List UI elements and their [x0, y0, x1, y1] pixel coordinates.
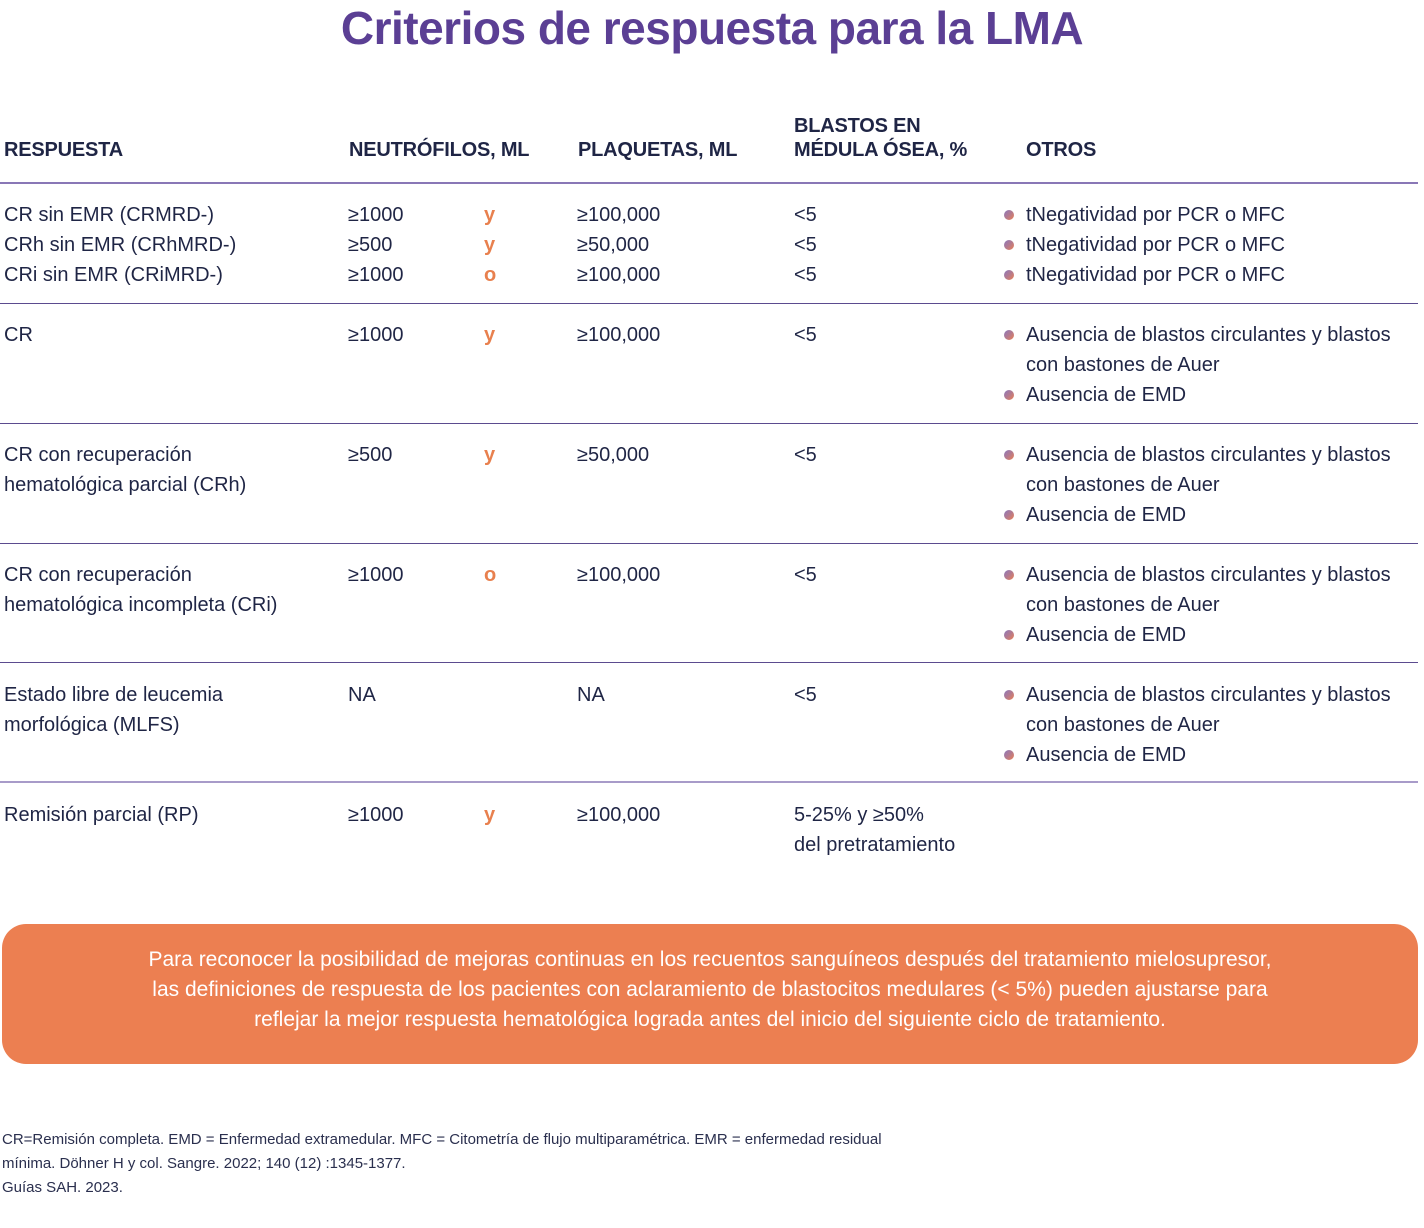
cell-blastos: <5 — [794, 444, 817, 466]
cell-blastos: 5-25% y ≥50% del pretratamiento — [794, 804, 956, 856]
otros-item: Ausencia de EMD — [1004, 500, 1418, 530]
bullet-dot-icon — [1004, 210, 1014, 220]
bullet-dot-icon — [1004, 390, 1014, 400]
header-blastos-line1: BLASTOS EN — [794, 115, 921, 137]
header-plaquetas: PLAQUETAS, ML — [578, 139, 738, 161]
cell-conjunction: y — [484, 444, 496, 466]
cell-otros: Ausencia de blastos circulantes y blasto… — [1004, 680, 1418, 770]
cell-plaquetas: ≥100,000 ≥50,000 ≥100,000 — [577, 204, 661, 286]
otros-item: Ausencia de blastos circulantes y blasto… — [1004, 440, 1418, 500]
bullet-dot-icon — [1004, 330, 1014, 340]
cell-otros: Ausencia de blastos circulantes y blasto… — [1004, 560, 1418, 650]
footnote-line: mínima. Döhner H y col. Sangre. 2022; 14… — [2, 1155, 406, 1172]
cell-respuesta: CR con recuperación hematológica parcial… — [4, 444, 247, 496]
bullet-dot-icon — [1004, 750, 1014, 760]
cell-conjunction: o — [484, 564, 497, 586]
otros-item: tNegatividad por PCR o MFC — [1004, 230, 1418, 260]
cell-conjunction: y y o — [484, 204, 497, 286]
bullet-dot-icon — [1004, 240, 1014, 250]
header-divider — [0, 182, 1418, 184]
note-line: reflejar la mejor respuesta hematológica… — [254, 1008, 1166, 1031]
otros-item: tNegatividad por PCR o MFC — [1004, 200, 1418, 230]
cell-plaquetas: ≥100,000 — [577, 564, 661, 586]
cell-respuesta: CR con recuperación hematológica incompl… — [4, 564, 278, 616]
cell-blastos: <5 — [794, 564, 817, 586]
bullet-dot-icon — [1004, 270, 1014, 280]
cell-plaquetas: NA — [577, 684, 605, 706]
cell-neutrofilos: ≥1000 ≥500 ≥1000 — [348, 204, 404, 286]
cell-respuesta: Estado libre de leucemia morfológica (ML… — [4, 684, 224, 736]
otros-item: Ausencia de EMD — [1004, 740, 1418, 770]
cell-neutrofilos: ≥1000 — [348, 324, 404, 346]
cell-otros: Ausencia de blastos circulantes y blasto… — [1004, 320, 1418, 410]
cell-neutrofilos: NA — [348, 684, 376, 706]
otros-item: Ausencia de blastos circulantes y blasto… — [1004, 560, 1418, 620]
row-divider — [0, 423, 1418, 424]
row-divider — [0, 662, 1418, 663]
cell-otros: tNegatividad por PCR o MFC tNegatividad … — [1004, 200, 1418, 290]
bullet-dot-icon — [1004, 570, 1014, 580]
cell-otros: Ausencia de blastos circulantes y blasto… — [1004, 440, 1418, 530]
cell-conjunction: y — [484, 804, 496, 826]
bullet-dot-icon — [1004, 510, 1014, 520]
cell-respuesta: CR sin EMR (CRMRD-) CRh sin EMR (CRhMRD-… — [4, 204, 237, 286]
cell-blastos: <5 — [794, 324, 817, 346]
footnote: CR=Remisión completa. EMD = Enfermedad e… — [2, 1128, 882, 1200]
cell-neutrofilos: ≥500 — [348, 444, 393, 466]
header-blastos-line2: MÉDULA ÓSEA, % — [794, 139, 968, 161]
cell-plaquetas: ≥100,000 — [577, 324, 661, 346]
cell-neutrofilos: ≥1000 — [348, 564, 404, 586]
bullet-dot-icon — [1004, 630, 1014, 640]
note-box: Para reconocer la posibilidad de mejoras… — [2, 924, 1418, 1064]
bullet-dot-icon — [1004, 450, 1014, 460]
header-respuesta: RESPUESTA — [4, 139, 123, 161]
bullet-dot-icon — [1004, 690, 1014, 700]
cell-respuesta: CR — [4, 324, 33, 346]
cell-blastos: <5 — [794, 684, 817, 706]
note-line: las definiciones de respuesta de los pac… — [152, 978, 1268, 1001]
otros-item: Ausencia de EMD — [1004, 620, 1418, 650]
row-divider — [0, 303, 1418, 304]
header-neutrofilos: NEUTRÓFILOS, ML — [349, 139, 530, 161]
page-title: Criterios de respuesta para la LMA — [340, 2, 1084, 54]
otros-item: Ausencia de EMD — [1004, 380, 1418, 410]
otros-item: Ausencia de blastos circulantes y blasto… — [1004, 680, 1418, 740]
footnote-line: Guías SAH. 2023. — [2, 1179, 123, 1196]
otros-item: tNegatividad por PCR o MFC — [1004, 260, 1418, 290]
footnote-line: CR=Remisión completa. EMD = Enfermedad e… — [2, 1131, 882, 1148]
row-divider — [0, 781, 1418, 783]
otros-item: Ausencia de blastos circulantes y blasto… — [1004, 320, 1418, 380]
cell-conjunction: y — [484, 324, 496, 346]
row-divider — [0, 543, 1418, 544]
cell-neutrofilos: ≥1000 — [348, 804, 404, 826]
cell-plaquetas: ≥50,000 — [577, 444, 650, 466]
cell-blastos: <5 <5 <5 — [794, 204, 817, 286]
header-otros: OTROS — [1026, 139, 1097, 161]
cell-respuesta: Remisión parcial (RP) — [4, 804, 199, 826]
note-line: Para reconocer la posibilidad de mejoras… — [148, 948, 1272, 971]
cell-plaquetas: ≥100,000 — [577, 804, 661, 826]
